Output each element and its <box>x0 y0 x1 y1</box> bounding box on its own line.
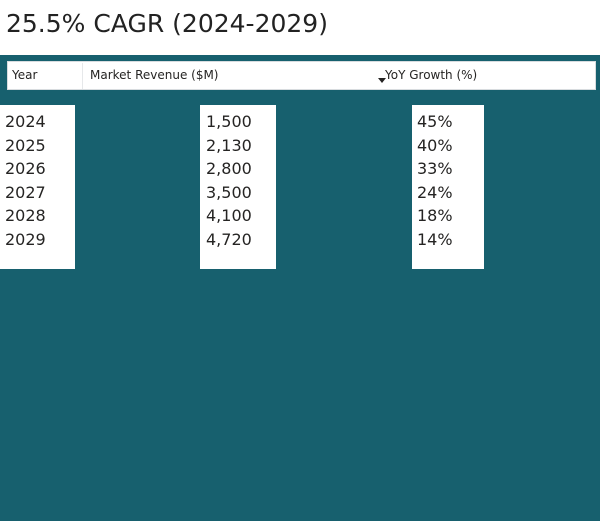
column-header-market-revenue[interactable]: Market Revenue ($M) <box>90 68 219 82</box>
table-visual: Year Market Revenue ($M) YoY Growth (%) … <box>0 55 600 521</box>
revenue-cell: 2,800 <box>206 159 252 178</box>
year-cell: 2026 <box>5 159 46 178</box>
revenue-cell: 3,500 <box>206 182 252 202</box>
growth-cell: 45% <box>417 112 453 131</box>
year-list: 2024 2025 2026 2027 2028 2029 <box>5 110 46 251</box>
revenue-cell: 4,720 <box>206 229 252 249</box>
revenue-cell: 4,100 <box>206 206 252 225</box>
column-header-year[interactable]: Year <box>12 68 38 82</box>
sort-descending-icon[interactable] <box>378 78 386 83</box>
column-header-yoy-growth[interactable]: YoY Growth (%) <box>385 68 478 82</box>
column-divider <box>82 63 83 89</box>
growth-cell: 24% <box>417 182 453 202</box>
growth-cell: 18% <box>417 206 453 225</box>
growth-list: 45% 40% 33% 24% 18% 14% <box>417 110 453 251</box>
yoy-growth-column: 45% 40% 33% 24% 18% 14% <box>412 105 484 269</box>
growth-cell: 14% <box>417 229 453 249</box>
page-title: 25.5% CAGR (2024-2029) <box>6 9 328 38</box>
table-header: Year Market Revenue ($M) YoY Growth (%) <box>7 61 596 90</box>
year-column: 2024 2025 2026 2027 2028 2029 <box>0 105 75 269</box>
year-cell: 2028 <box>5 206 46 225</box>
growth-cell: 33% <box>417 159 453 178</box>
year-cell: 2025 <box>5 135 46 155</box>
revenue-cell: 1,500 <box>206 112 252 131</box>
year-cell: 2029 <box>5 229 46 249</box>
growth-cell: 40% <box>417 135 453 155</box>
revenue-list: 1,500 2,130 2,800 3,500 4,100 4,720 <box>206 110 252 251</box>
year-cell: 2024 <box>5 112 46 131</box>
year-cell: 2027 <box>5 182 46 202</box>
revenue-cell: 2,130 <box>206 135 252 155</box>
market-revenue-column: 1,500 2,130 2,800 3,500 4,100 4,720 <box>200 105 276 269</box>
